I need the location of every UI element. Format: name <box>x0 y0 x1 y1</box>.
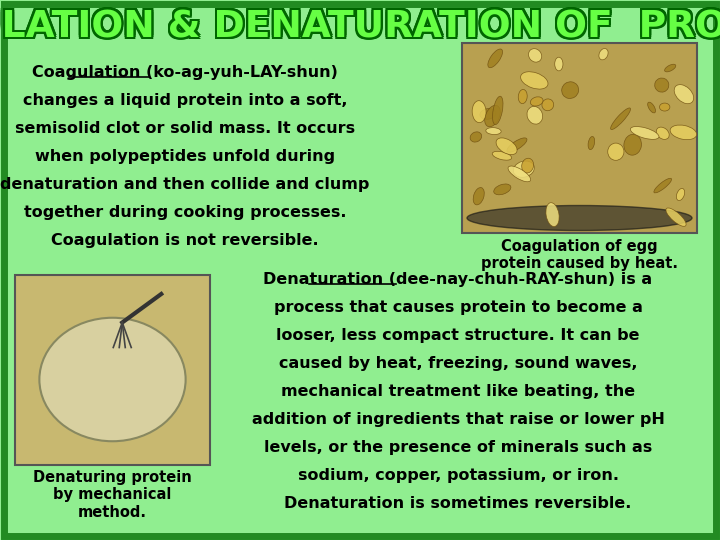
Ellipse shape <box>513 161 534 177</box>
Ellipse shape <box>588 137 595 150</box>
Ellipse shape <box>507 138 527 152</box>
Text: COAGULATION & DENATURATION OF  PROTEIN...: COAGULATION & DENATURATION OF PROTEIN... <box>0 11 720 47</box>
Text: Coagulation of egg
protein caused by heat.: Coagulation of egg protein caused by hea… <box>481 239 678 272</box>
Text: COAGULATION & DENATURATION OF  PROTEIN...: COAGULATION & DENATURATION OF PROTEIN... <box>0 9 720 45</box>
Text: levels, or the presence of minerals such as: levels, or the presence of minerals such… <box>264 440 652 455</box>
Text: denaturation and then collide and clump: denaturation and then collide and clump <box>0 177 369 192</box>
Ellipse shape <box>674 85 693 104</box>
Text: COAGULATION & DENATURATION OF  PROTEIN...: COAGULATION & DENATURATION OF PROTEIN... <box>0 7 720 43</box>
Text: mechanical treatment like beating, the: mechanical treatment like beating, the <box>281 384 635 399</box>
Text: COAGULATION & DENATURATION OF  PROTEIN...: COAGULATION & DENATURATION OF PROTEIN... <box>0 10 720 46</box>
Ellipse shape <box>654 78 669 92</box>
Ellipse shape <box>485 105 500 127</box>
Ellipse shape <box>542 99 554 111</box>
Ellipse shape <box>657 127 669 139</box>
Text: COAGULATION & DENATURATION OF  PROTEIN...: COAGULATION & DENATURATION OF PROTEIN... <box>0 7 720 43</box>
Text: addition of ingredients that raise or lower pH: addition of ingredients that raise or lo… <box>251 412 665 427</box>
Ellipse shape <box>670 125 697 140</box>
Ellipse shape <box>608 143 624 160</box>
Text: COAGULATION & DENATURATION OF  PROTEIN...: COAGULATION & DENATURATION OF PROTEIN... <box>0 8 720 44</box>
Ellipse shape <box>665 64 676 72</box>
Ellipse shape <box>470 132 482 142</box>
Ellipse shape <box>488 49 503 68</box>
Ellipse shape <box>554 57 563 71</box>
Text: Denaturing protein
by mechanical
method.: Denaturing protein by mechanical method. <box>33 470 192 520</box>
Text: COAGULATION & DENATURATION OF  PROTEIN...: COAGULATION & DENATURATION OF PROTEIN... <box>0 8 720 44</box>
Text: COAGULATION & DENATURATION OF  PROTEIN...: COAGULATION & DENATURATION OF PROTEIN... <box>0 9 720 45</box>
Ellipse shape <box>494 184 511 195</box>
Text: together during cooking processes.: together during cooking processes. <box>24 205 346 220</box>
Ellipse shape <box>467 206 692 231</box>
Ellipse shape <box>528 49 541 62</box>
Ellipse shape <box>486 127 501 134</box>
Ellipse shape <box>648 102 655 113</box>
Text: caused by heat, freezing, sound waves,: caused by heat, freezing, sound waves, <box>279 356 637 371</box>
Ellipse shape <box>611 108 631 130</box>
Ellipse shape <box>676 188 685 200</box>
Ellipse shape <box>473 187 485 205</box>
Text: COAGULATION & DENATURATION OF  PROTEIN...: COAGULATION & DENATURATION OF PROTEIN... <box>0 8 720 44</box>
Ellipse shape <box>631 126 659 139</box>
Ellipse shape <box>624 134 642 155</box>
Text: COAGULATION & DENATURATION OF  PROTEIN...: COAGULATION & DENATURATION OF PROTEIN... <box>0 7 720 43</box>
Ellipse shape <box>666 208 686 226</box>
Text: process that causes protein to become a: process that causes protein to become a <box>274 300 642 315</box>
Ellipse shape <box>492 151 512 160</box>
Text: semisolid clot or solid mass. It occurs: semisolid clot or solid mass. It occurs <box>15 121 355 136</box>
Ellipse shape <box>40 318 186 441</box>
Ellipse shape <box>518 90 527 104</box>
Text: COAGULATION & DENATURATION OF  PROTEIN...: COAGULATION & DENATURATION OF PROTEIN... <box>0 8 720 44</box>
Text: changes a liquid protein into a soft,: changes a liquid protein into a soft, <box>23 93 347 108</box>
Ellipse shape <box>492 96 503 125</box>
Text: COAGULATION & DENATURATION OF  PROTEIN...: COAGULATION & DENATURATION OF PROTEIN... <box>0 10 720 46</box>
Ellipse shape <box>546 202 559 227</box>
Text: COAGULATION & DENATURATION OF  PROTEIN...: COAGULATION & DENATURATION OF PROTEIN... <box>0 11 720 47</box>
Ellipse shape <box>521 72 548 89</box>
Ellipse shape <box>496 138 517 154</box>
Text: looser, less compact structure. It can be: looser, less compact structure. It can b… <box>276 328 640 343</box>
Bar <box>462 43 697 233</box>
Ellipse shape <box>522 158 534 173</box>
Text: COAGULATION & DENATURATION OF  PROTEIN...: COAGULATION & DENATURATION OF PROTEIN... <box>0 7 720 43</box>
Ellipse shape <box>660 103 670 111</box>
Ellipse shape <box>562 82 579 98</box>
Text: Denaturation (dee-nay-chuh-RAY-shun) is a: Denaturation (dee-nay-chuh-RAY-shun) is … <box>264 272 652 287</box>
Text: COAGULATION & DENATURATION OF  PROTEIN...: COAGULATION & DENATURATION OF PROTEIN... <box>0 11 720 47</box>
Bar <box>15 275 210 465</box>
Text: COAGULATION & DENATURATION OF  PROTEIN...: COAGULATION & DENATURATION OF PROTEIN... <box>0 11 720 47</box>
Text: COAGULATION & DENATURATION OF  PROTEIN...: COAGULATION & DENATURATION OF PROTEIN... <box>0 10 720 46</box>
Ellipse shape <box>527 106 543 124</box>
Text: Coagulation (ko-ag-yuh-LAY-shun): Coagulation (ko-ag-yuh-LAY-shun) <box>32 65 338 80</box>
Ellipse shape <box>472 100 486 123</box>
Text: Denaturation is sometimes reversible.: Denaturation is sometimes reversible. <box>284 496 631 511</box>
Text: sodium, copper, potassium, or iron.: sodium, copper, potassium, or iron. <box>297 468 618 483</box>
Ellipse shape <box>531 97 543 106</box>
Text: COAGULATION & DENATURATION OF  PROTEIN...: COAGULATION & DENATURATION OF PROTEIN... <box>0 9 720 45</box>
Text: COAGULATION & DENATURATION OF  PROTEIN...: COAGULATION & DENATURATION OF PROTEIN... <box>0 9 720 45</box>
Text: COAGULATION & DENATURATION OF  PROTEIN...: COAGULATION & DENATURATION OF PROTEIN... <box>0 10 720 46</box>
Text: COAGULATION & DENATURATION OF  PROTEIN...: COAGULATION & DENATURATION OF PROTEIN... <box>0 7 720 43</box>
Text: COAGULATION & DENATURATION OF  PROTEIN...: COAGULATION & DENATURATION OF PROTEIN... <box>0 9 720 45</box>
Text: COAGULATION & DENATURATION OF  PROTEIN...: COAGULATION & DENATURATION OF PROTEIN... <box>0 11 720 47</box>
Text: COAGULATION & DENATURATION OF  PROTEIN...: COAGULATION & DENATURATION OF PROTEIN... <box>0 10 720 46</box>
Text: Coagulation is not reversible.: Coagulation is not reversible. <box>51 233 319 248</box>
Text: COAGULATION & DENATURATION OF  PROTEIN...: COAGULATION & DENATURATION OF PROTEIN... <box>0 8 720 44</box>
Ellipse shape <box>599 49 608 60</box>
Ellipse shape <box>508 166 531 182</box>
Text: when polypeptides unfold during: when polypeptides unfold during <box>35 149 335 164</box>
Ellipse shape <box>480 109 496 119</box>
Ellipse shape <box>654 178 672 193</box>
